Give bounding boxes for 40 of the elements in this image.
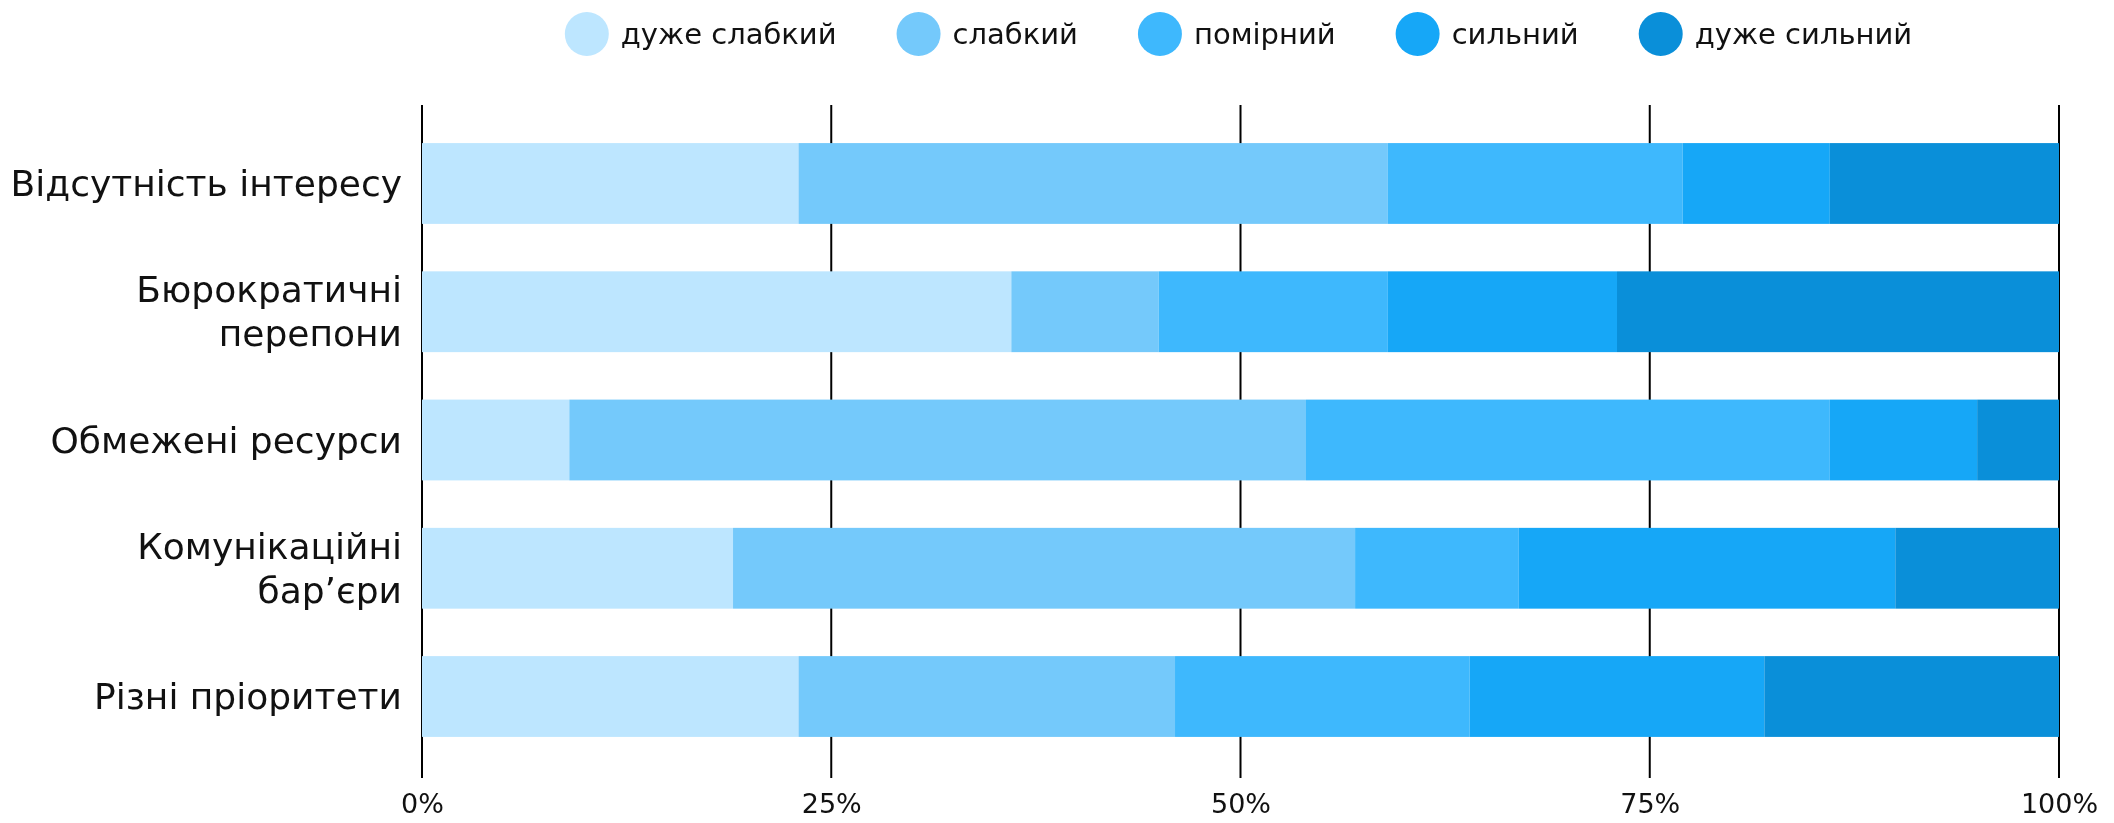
bar: [1518, 527, 1896, 609]
bar: [1829, 399, 1978, 481]
bar: [422, 656, 799, 737]
bar: [569, 399, 1306, 481]
bar: [422, 399, 570, 481]
x-tick-label: 100%: [2020, 788, 2099, 820]
bar: [1682, 143, 1830, 224]
bar: [422, 527, 734, 609]
bar: [1387, 271, 1618, 353]
bar: [1617, 271, 2059, 353]
bar: [1387, 143, 1683, 224]
legend-label: дуже слабкий: [620, 17, 837, 52]
y-tick-label: Різні пріоритети: [94, 676, 402, 718]
bar: [798, 143, 1388, 224]
bar: [1011, 271, 1159, 353]
legend-label: дуже сильний: [1694, 17, 1913, 52]
bar: [1895, 527, 2059, 609]
bar: [1355, 527, 1519, 609]
bar: [422, 143, 799, 224]
bar: [798, 656, 1176, 737]
x-tick-label: 50%: [1210, 788, 1272, 820]
x-tick-label: 0%: [401, 788, 444, 820]
bar: [1158, 271, 1388, 353]
x-tick-label: 25%: [801, 788, 862, 820]
bar: [733, 527, 1356, 609]
bar: [1305, 399, 1830, 481]
bar: [422, 271, 1012, 353]
y-tick-label: Відсутність інтересу: [10, 163, 402, 205]
legend-label: помірний: [1193, 17, 1336, 52]
y-tick-label: Комунікаційні бар’єри: [137, 525, 402, 611]
legend-label: сильний: [1451, 17, 1579, 52]
x-tick-label: 75%: [1620, 788, 1681, 820]
y-tick-label: Бюрократичні перепони: [136, 269, 402, 355]
bar: [1764, 656, 2059, 737]
legend-label: слабкий: [952, 17, 1078, 52]
bar: [1829, 143, 2059, 224]
bar: [1469, 656, 1765, 737]
y-tick-label: Обмежені ресурси: [50, 419, 402, 461]
bar: [1175, 656, 1470, 737]
bar: [1977, 399, 2059, 481]
